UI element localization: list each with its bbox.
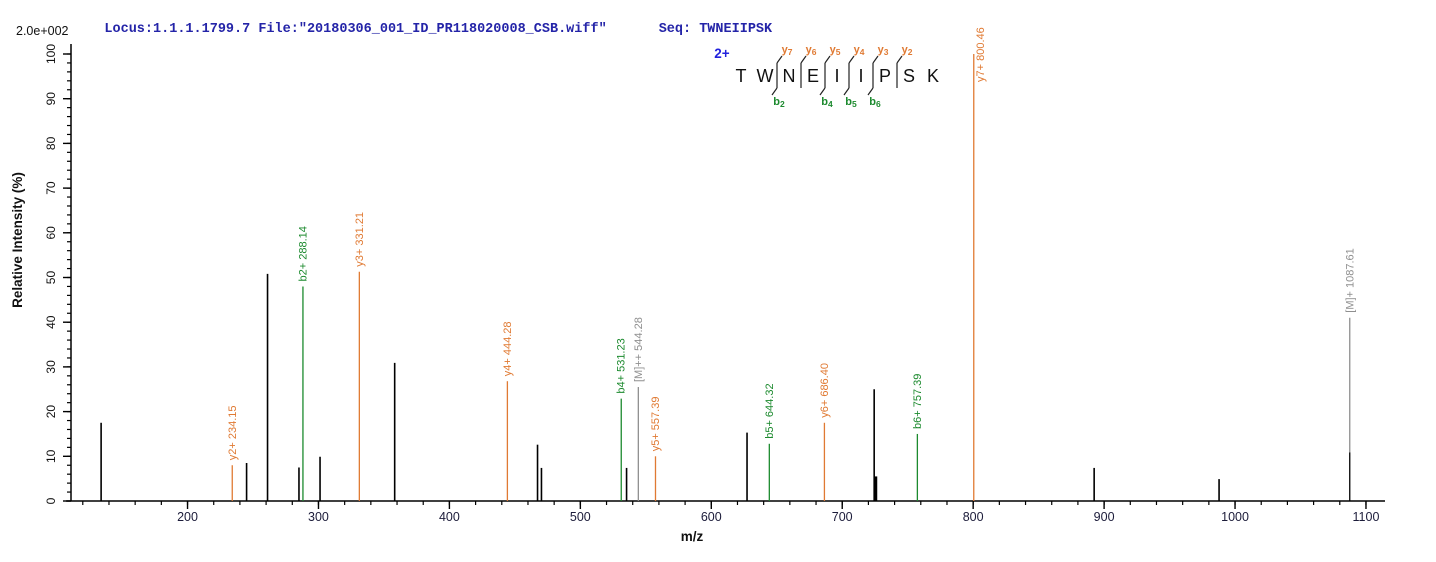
y-tick-label: 100: [44, 44, 58, 64]
sequence-residue: T: [736, 66, 747, 86]
ion-label: b4: [821, 96, 833, 109]
x-tick-label: 200: [177, 510, 198, 524]
y-ion-tail: [872, 55, 879, 64]
ion-label: y7: [782, 44, 793, 57]
ion-label: b6: [869, 96, 881, 109]
header: Locus:1.1.1.1799.7 File:"20180306_001_ID…: [72, 7, 772, 52]
ion-label: b2: [773, 96, 785, 109]
ion-label: y3: [878, 44, 889, 57]
y-tick-label: 50: [44, 271, 58, 285]
precursor-charge-label: 2+: [714, 46, 730, 61]
b-ion-tail: [819, 87, 826, 96]
sequence-residue: P: [879, 66, 891, 86]
b-ion-tail: [771, 87, 778, 96]
ion-label: y4: [854, 44, 865, 57]
y-ion-tail: [824, 55, 831, 64]
ion-label: y6: [806, 44, 817, 57]
sequence-residue: I: [858, 66, 863, 86]
sequence-residue: S: [903, 66, 915, 86]
peak-annotation-label: b6+ 757.39: [912, 374, 924, 429]
peak-annotation-label: y6+ 686.40: [819, 363, 831, 418]
peak-annotation-label: [M]++ 544.28: [633, 317, 645, 382]
sequence-label: Seq: TWNEIIPSK: [658, 22, 773, 37]
x-tick-label: 900: [1094, 510, 1115, 524]
sequence-residue: N: [783, 66, 796, 86]
x-tick-label: 1100: [1353, 510, 1380, 524]
b-ion-tail: [867, 87, 874, 96]
x-tick-label: 500: [570, 510, 591, 524]
sequence-residue: K: [927, 66, 939, 86]
y-tick-label: 30: [44, 360, 58, 374]
ion-label: b5: [845, 96, 857, 109]
y-ion-tail: [848, 55, 855, 64]
locus-file-label: Locus:1.1.1.1799.7 File:"20180306_001_ID…: [104, 22, 607, 37]
y-tick-label: 10: [44, 449, 58, 463]
intensity-scale-label: 2.0e+002: [16, 24, 69, 38]
sequence-residue: I: [834, 66, 839, 86]
peak-annotation-label: b4+ 531.23: [616, 338, 628, 393]
y-axis-title: Relative Intensity (%): [10, 172, 25, 308]
y-tick-label: 90: [44, 92, 58, 106]
x-tick-label: 800: [963, 510, 984, 524]
y-tick-label: 70: [44, 181, 58, 195]
peak-annotation-label: b2+ 288.14: [297, 226, 309, 281]
peak-annotation-label: y7+ 800.46: [975, 27, 987, 82]
sequence-residue: E: [807, 66, 819, 86]
x-tick-label: 700: [832, 510, 853, 524]
y-tick-label: 60: [44, 226, 58, 240]
peak-annotation-label: y2+ 234.15: [227, 405, 239, 460]
x-tick-label: 600: [701, 510, 722, 524]
b-ion-tail: [843, 87, 850, 96]
y-ion-tail: [896, 55, 903, 64]
ion-label: y5: [830, 44, 841, 57]
x-axis-title: m/z: [681, 529, 704, 544]
x-tick-label: 400: [439, 510, 460, 524]
y-tick-label: 20: [44, 405, 58, 419]
ion-label: y2: [902, 44, 913, 57]
x-tick-label: 300: [308, 510, 329, 524]
peak-annotation-label: b5+ 644.32: [764, 383, 776, 438]
y-ion-tail: [776, 55, 783, 64]
sequence-residue: W: [757, 66, 774, 86]
x-tick-label: 1000: [1221, 510, 1249, 524]
y-tick-label: 0: [44, 497, 58, 504]
y-tick-label: 80: [44, 136, 58, 150]
peak-annotation-label: y3+ 331.21: [354, 212, 366, 267]
peak-annotation-label: [M]+ 1087.61: [1344, 248, 1356, 313]
y-tick-label: 40: [44, 315, 58, 329]
peak-annotation-label: y4+ 444.28: [502, 321, 514, 376]
peak-annotation-label: y5+ 557.39: [650, 397, 662, 452]
y-ion-tail: [800, 55, 807, 64]
